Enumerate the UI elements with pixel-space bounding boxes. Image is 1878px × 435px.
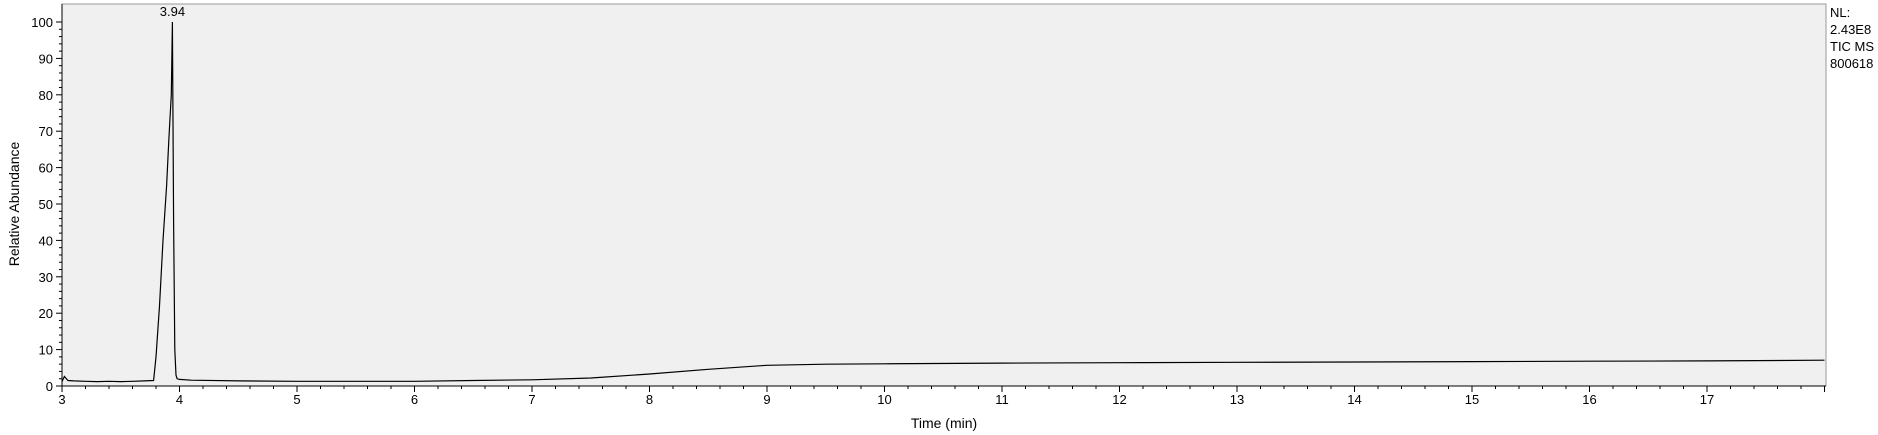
tic-trace-line: [61, 21, 1825, 383]
x-tick-label: 15: [1465, 392, 1479, 407]
y-tick-label: 20: [39, 306, 53, 321]
y-tick-label: 10: [39, 343, 53, 358]
x-tick-label: 8: [646, 392, 653, 407]
y-tick-label: 30: [39, 270, 53, 285]
y-tick-label: 40: [39, 233, 53, 248]
x-tick-label: 13: [1230, 392, 1244, 407]
x-tick-label: 17: [1700, 392, 1714, 407]
peak-label: 3.94: [160, 4, 185, 19]
x-axis-ticks: 3 4 5 6 7 8 9 10 11 12 13 14 15 16 17: [58, 386, 1825, 407]
sample-id: 800618: [1830, 56, 1874, 71]
y-tick-label: 100: [31, 15, 53, 30]
x-tick-label: 14: [1347, 392, 1361, 407]
y-tick-label: 90: [39, 51, 53, 66]
x-tick-label: 9: [763, 392, 770, 407]
y-axis-title: Relative Abundance: [6, 142, 22, 267]
y-axis-ticks: 0 10 20 30 40 50 60 70 80 90 100: [31, 15, 62, 394]
peak-annotations: 3.94: [160, 4, 185, 19]
x-tick-label: 11: [995, 392, 1009, 407]
x-axis-title: Time (min): [911, 415, 977, 431]
x-tick-label: 10: [877, 392, 891, 407]
x-tick-label: 12: [1112, 392, 1126, 407]
x-tick-label: 4: [176, 392, 183, 407]
x-tick-label: 3: [58, 392, 65, 407]
normalization-info: NL: 2.43E8 TIC MS 800618: [1830, 4, 1874, 72]
scan-filter: TIC MS: [1830, 39, 1875, 54]
plot-area: [61, 3, 1827, 387]
x-tick-label: 7: [528, 392, 535, 407]
y-tick-label: 0: [46, 379, 53, 394]
nl-label: NL:: [1830, 5, 1851, 20]
x-tick-label: 16: [1582, 392, 1596, 407]
nl-value: 2.43E8: [1830, 22, 1872, 37]
y-tick-label: 70: [39, 124, 53, 139]
x-tick-label: 6: [411, 392, 418, 407]
x-tick-label: 5: [293, 392, 300, 407]
y-tick-label: 80: [39, 88, 53, 103]
y-tick-label: 60: [39, 161, 53, 176]
y-tick-label: 50: [39, 197, 53, 212]
